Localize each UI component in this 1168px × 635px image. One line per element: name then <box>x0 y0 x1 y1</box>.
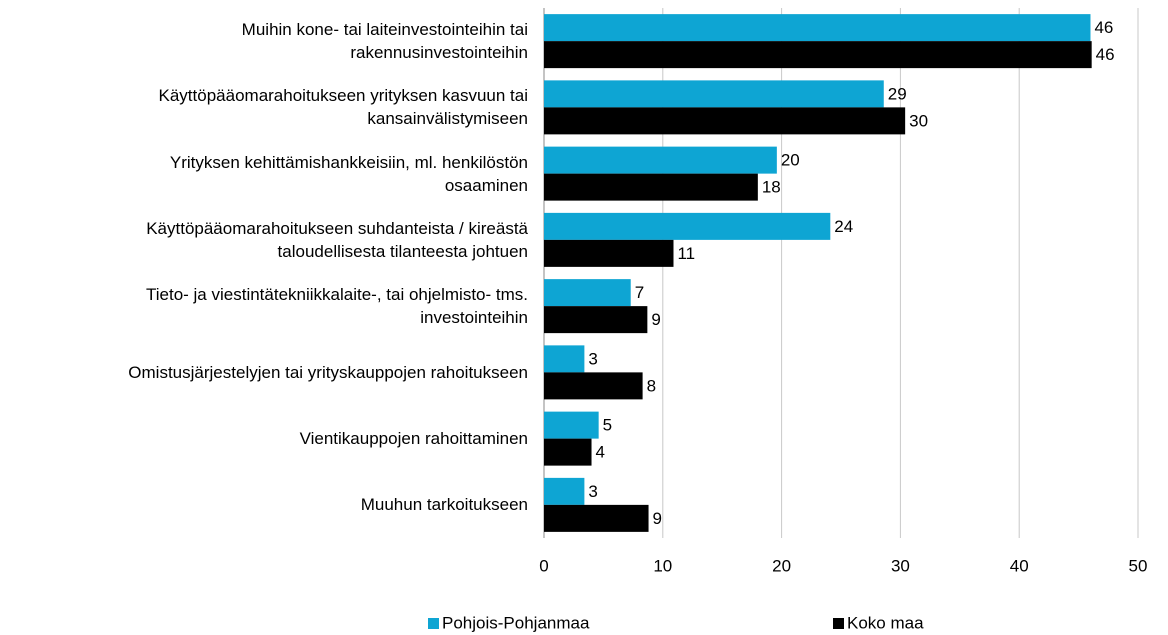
data-label: 8 <box>647 376 656 395</box>
bar <box>544 477 585 505</box>
y-tick-label: Muihin kone- tai laiteinvestointeihin ta… <box>241 20 528 63</box>
data-label: 7 <box>635 283 644 302</box>
data-label: 4 <box>596 443 605 462</box>
x-tick-label: 20 <box>772 556 791 575</box>
x-tick-label: 10 <box>653 556 672 575</box>
bar <box>544 80 884 108</box>
legend-label: Pohjois-Pohjanmaa <box>442 613 590 632</box>
data-label: 46 <box>1094 18 1113 37</box>
category-label-box: Käyttöpääomarahoitukseen yrityksen kasvu… <box>158 86 528 129</box>
x-tick-label: 50 <box>1129 556 1148 575</box>
data-label: 18 <box>762 178 781 197</box>
y-tick-label: Muuhun tarkoitukseen <box>360 495 528 515</box>
bar <box>544 279 631 307</box>
bar <box>544 504 649 532</box>
y-tick-label: Tieto- ja viestintätekniikkalaite-, tai … <box>145 285 528 328</box>
x-tick-label: 40 <box>1010 556 1029 575</box>
bar <box>544 306 648 334</box>
data-label: 9 <box>653 509 662 528</box>
category-label-box: Yrityksen kehittämishankkeisiin, ml. hen… <box>169 152 528 195</box>
category-label-box: Muihin kone- tai laiteinvestointeihin ta… <box>241 20 528 63</box>
bar <box>544 372 643 400</box>
y-tick-label: Käyttöpääomarahoitukseen yrityksen kasvu… <box>158 86 528 129</box>
bar <box>544 411 599 439</box>
data-label: 9 <box>651 310 660 329</box>
legend-label: Koko maa <box>847 613 924 632</box>
bar <box>544 438 592 466</box>
bar <box>544 239 674 267</box>
bar <box>544 146 777 174</box>
bar <box>544 14 1091 42</box>
data-label: 5 <box>603 416 612 435</box>
data-label: 3 <box>588 349 597 368</box>
data-label: 24 <box>834 217 853 236</box>
y-tick-label: Käyttöpääomarahoitukseen suhdanteista / … <box>146 218 528 261</box>
y-tick-label: Omistusjärjestelyjen tai yrityskauppojen… <box>128 362 528 382</box>
category-label-box: Käyttöpääomarahoitukseen suhdanteista / … <box>146 218 528 261</box>
category-label-box: Vientikauppojen rahoittaminen <box>299 429 528 449</box>
data-label: 30 <box>909 111 928 130</box>
category-label-box: Tieto- ja viestintätekniikkalaite-, tai … <box>145 285 528 328</box>
bar <box>544 212 831 240</box>
data-label: 46 <box>1096 45 1115 64</box>
bar <box>544 41 1092 69</box>
y-tick-label: Yrityksen kehittämishankkeisiin, ml. hen… <box>169 152 528 195</box>
legend-swatch <box>428 618 439 629</box>
x-tick-label: 30 <box>891 556 910 575</box>
category-label-box: Muuhun tarkoitukseen <box>360 495 528 515</box>
bar <box>544 345 585 373</box>
data-label: 20 <box>781 151 800 170</box>
x-tick-label: 0 <box>539 556 548 575</box>
data-label: 11 <box>677 244 695 263</box>
y-tick-label: Vientikauppojen rahoittaminen <box>299 429 528 449</box>
legend-swatch <box>833 618 844 629</box>
data-label: 3 <box>588 482 597 501</box>
bar <box>544 107 906 135</box>
category-label-box: Omistusjärjestelyjen tai yrityskauppojen… <box>128 362 528 382</box>
data-label: 29 <box>888 84 907 103</box>
bar <box>544 173 758 201</box>
